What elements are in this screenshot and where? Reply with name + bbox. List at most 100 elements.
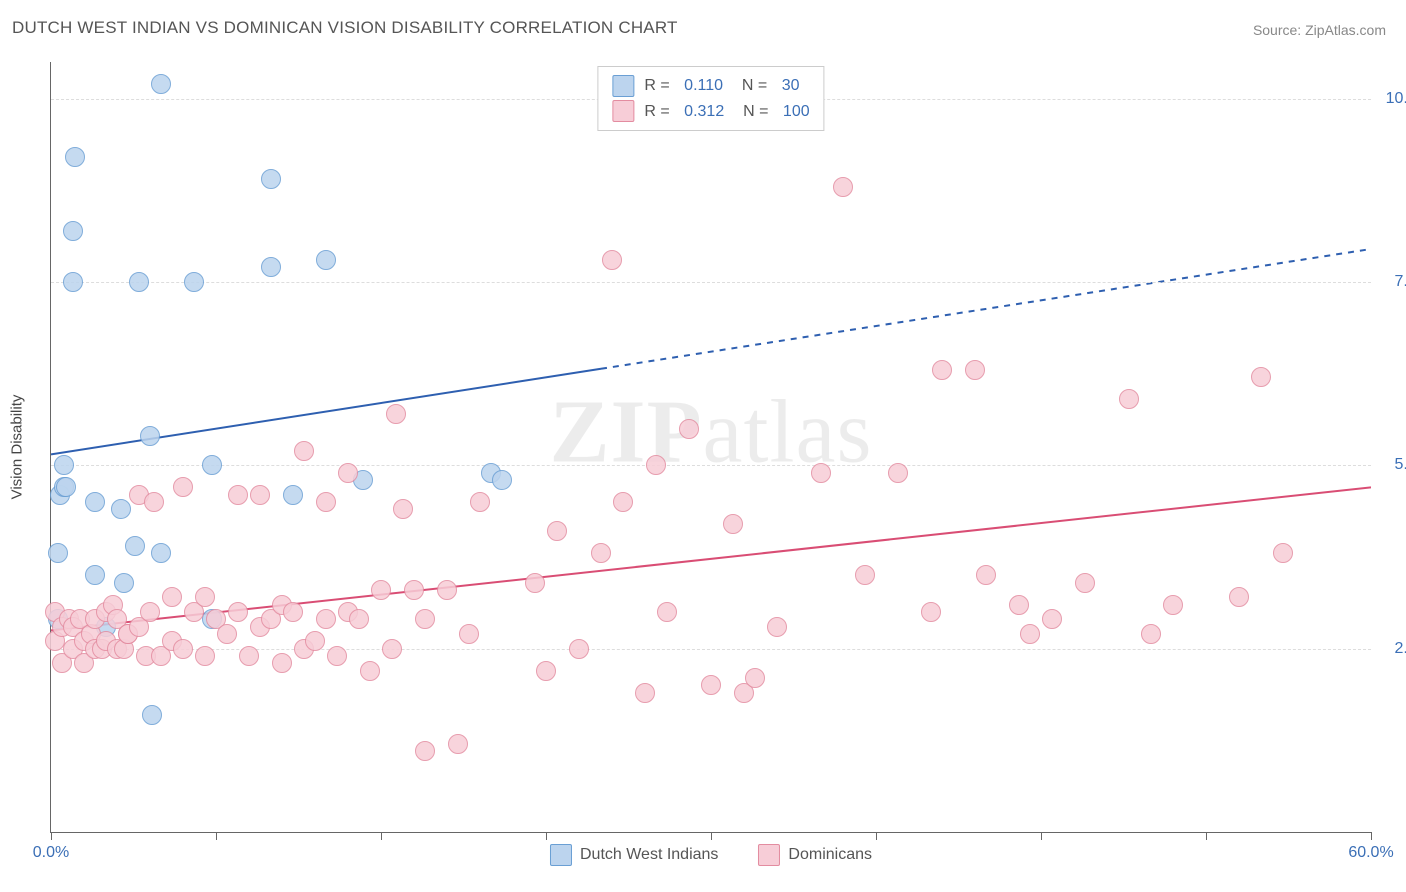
scatter-point-dwi (316, 250, 336, 270)
scatter-point-dom (316, 609, 336, 629)
trend-lines (51, 62, 1371, 832)
scatter-point-dom (1042, 609, 1062, 629)
scatter-point-dwi (48, 543, 68, 563)
scatter-point-dom (965, 360, 985, 380)
legend-swatch-dom-2 (758, 844, 780, 866)
scatter-point-dom (657, 602, 677, 622)
x-tick-label: 60.0% (1348, 844, 1393, 862)
scatter-point-dom (470, 492, 490, 512)
scatter-point-dom (976, 565, 996, 585)
scatter-point-dwi (111, 499, 131, 519)
scatter-point-dom (1163, 595, 1183, 615)
r-value-dwi: 0.110 (684, 73, 723, 99)
x-tick (546, 832, 547, 840)
scatter-point-dom (701, 675, 721, 695)
scatter-point-dom (239, 646, 259, 666)
scatter-point-dom (316, 492, 336, 512)
scatter-point-dwi (142, 705, 162, 725)
legend-stats-row-dwi: R = 0.110 N = 30 (612, 73, 809, 99)
source-link[interactable]: ZipAtlas.com (1305, 22, 1386, 38)
scatter-point-dom (855, 565, 875, 585)
scatter-point-dom (217, 624, 237, 644)
scatter-point-dom (382, 639, 402, 659)
legend-swatch-dwi-2 (550, 844, 572, 866)
legend-swatch-dwi (612, 75, 634, 97)
n-value-dwi: 30 (782, 73, 800, 99)
scatter-point-dom (173, 477, 193, 497)
legend-stats-row-dom: R = 0.312 N = 100 (612, 99, 809, 125)
scatter-point-dom (459, 624, 479, 644)
scatter-point-dom (646, 455, 666, 475)
scatter-point-dom (1141, 624, 1161, 644)
gridline (51, 282, 1371, 283)
scatter-point-dom (679, 419, 699, 439)
scatter-point-dom (228, 602, 248, 622)
scatter-point-dom (602, 250, 622, 270)
scatter-point-dom (195, 646, 215, 666)
scatter-point-dwi (261, 257, 281, 277)
scatter-point-dwi (63, 221, 83, 241)
legend-label-dom: Dominicans (788, 846, 872, 864)
scatter-point-dom (1119, 389, 1139, 409)
scatter-point-dom (1273, 543, 1293, 563)
scatter-point-dom (591, 543, 611, 563)
x-tick (1041, 832, 1042, 840)
x-tick (51, 832, 52, 840)
scatter-point-dom (283, 602, 303, 622)
scatter-point-dom (371, 580, 391, 600)
scatter-point-dom (305, 631, 325, 651)
scatter-point-dom (811, 463, 831, 483)
scatter-point-dom (415, 609, 435, 629)
scatter-point-dwi (151, 74, 171, 94)
scatter-point-dom (415, 741, 435, 761)
scatter-point-dom (360, 661, 380, 681)
plot-area: Vision Disability ZIPatlas R = 0.110 N =… (50, 62, 1371, 833)
y-tick-label: 5.0% (1395, 456, 1406, 474)
scatter-point-dom (613, 492, 633, 512)
scatter-point-dwi (65, 147, 85, 167)
legend-swatch-dom (612, 100, 634, 122)
scatter-point-dwi (283, 485, 303, 505)
scatter-point-dom (1009, 595, 1029, 615)
y-tick-label: 2.5% (1395, 640, 1406, 658)
scatter-point-dom (767, 617, 787, 637)
source-label: Source: (1253, 22, 1301, 38)
scatter-point-dom (1251, 367, 1271, 387)
scatter-point-dom (393, 499, 413, 519)
scatter-point-dom (888, 463, 908, 483)
gridline (51, 465, 1371, 466)
scatter-point-dom (386, 404, 406, 424)
scatter-point-dwi (114, 573, 134, 593)
trend-line-dwi (51, 369, 601, 455)
scatter-point-dom (140, 602, 160, 622)
scatter-point-dom (437, 580, 457, 600)
scatter-point-dom (448, 734, 468, 754)
scatter-point-dwi (492, 470, 512, 490)
scatter-point-dom (833, 177, 853, 197)
legend-label-dwi: Dutch West Indians (580, 846, 718, 864)
legend-item-dwi: Dutch West Indians (550, 844, 718, 866)
scatter-point-dom (921, 602, 941, 622)
scatter-point-dwi (56, 477, 76, 497)
scatter-point-dom (1075, 573, 1095, 593)
scatter-point-dwi (151, 543, 171, 563)
scatter-point-dom (745, 668, 765, 688)
scatter-point-dom (1020, 624, 1040, 644)
r-value-dom: 0.312 (684, 99, 724, 125)
scatter-point-dwi (140, 426, 160, 446)
scatter-point-dom (144, 492, 164, 512)
scatter-point-dom (932, 360, 952, 380)
x-tick (1371, 832, 1372, 840)
scatter-point-dwi (129, 272, 149, 292)
legend-series: Dutch West Indians Dominicans (550, 844, 872, 866)
scatter-point-dom (272, 653, 292, 673)
scatter-point-dom (536, 661, 556, 681)
source-credit: Source: ZipAtlas.com (1253, 22, 1386, 38)
scatter-point-dwi (85, 565, 105, 585)
scatter-point-dom (173, 639, 193, 659)
chart-title: DUTCH WEST INDIAN VS DOMINICAN VISION DI… (12, 18, 678, 38)
scatter-point-dom (250, 485, 270, 505)
scatter-point-dom (1229, 587, 1249, 607)
y-axis-label: Vision Disability (9, 395, 26, 500)
scatter-point-dom (349, 609, 369, 629)
